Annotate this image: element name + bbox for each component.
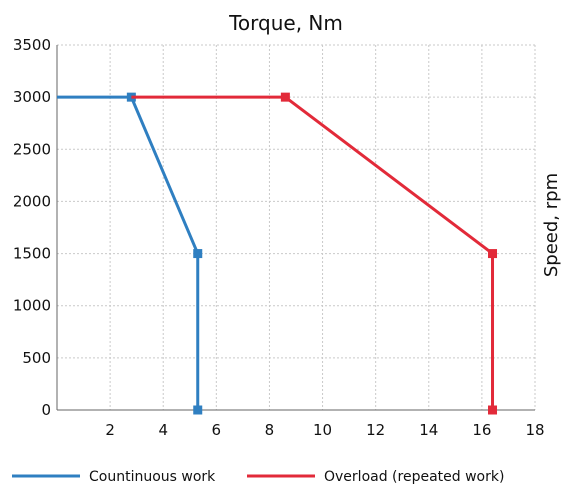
x-tick-label: 6 — [212, 421, 222, 439]
marker-overload — [280, 92, 290, 102]
y-tick-label: 1500 — [13, 245, 51, 263]
axis-layer — [56, 45, 535, 411]
y-tick-label: 2000 — [13, 192, 51, 210]
series-line-overload — [131, 95, 495, 410]
y-tick-label: 3500 — [13, 36, 51, 54]
legend-item-overload: Overload (repeated work) — [247, 469, 504, 485]
x-tick-label: 14 — [419, 421, 438, 439]
tick-labels: 0 500 1000 1500 2000 2500 3000 3500 2 4 6 8 10 12 14 16… — [13, 36, 545, 439]
marker-overload — [488, 249, 498, 259]
marker-continuous — [193, 249, 203, 259]
chart-title: Torque, Nm — [228, 11, 343, 35]
series-line-continuous — [57, 95, 200, 410]
x-tick-label: 4 — [158, 421, 168, 439]
marker-continuous — [193, 405, 203, 415]
x-tick-label: 16 — [472, 421, 491, 439]
legend-label-continuous: Countinuous work — [89, 469, 216, 485]
legend-label-overload: Overload (repeated work) — [324, 469, 504, 485]
y-tick-label: 500 — [22, 349, 51, 367]
y-tick-label: 2500 — [13, 140, 51, 158]
y-axis-label: Speed, rpm — [541, 173, 562, 277]
y-tick-label: 3000 — [13, 88, 51, 106]
marker-overload — [488, 405, 498, 415]
legend: Countinuous work Overload (repeated work… — [12, 469, 504, 485]
x-tick-label: 8 — [265, 421, 275, 439]
y-tick-label: 0 — [41, 401, 51, 419]
x-tick-label: 10 — [313, 421, 332, 439]
grid-layer — [57, 44, 536, 411]
x-tick-label: 2 — [105, 421, 115, 439]
series-layer — [57, 92, 498, 415]
x-tick-label: 12 — [366, 421, 385, 439]
legend-item-continuous: Countinuous work — [12, 469, 216, 485]
x-tick-label: 18 — [525, 421, 544, 439]
y-tick-label: 1000 — [13, 297, 51, 315]
